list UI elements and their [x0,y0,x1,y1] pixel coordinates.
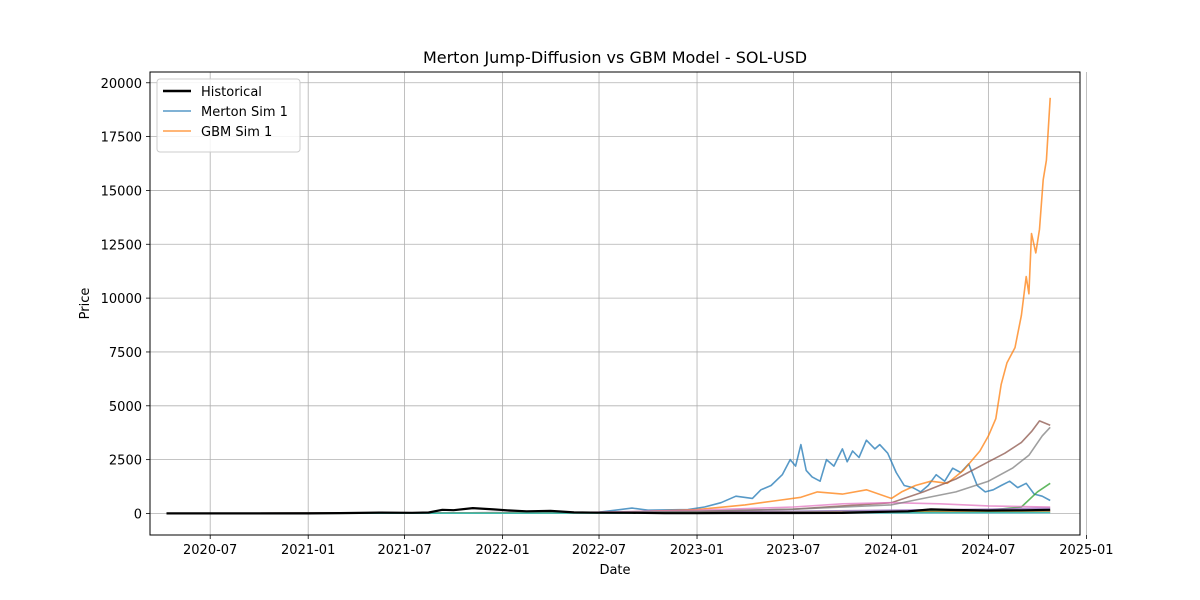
series-line-0 [166,507,1051,515]
x-tick-label: 2024-07 [961,543,1015,558]
y-tick-label: 0 [134,507,142,522]
legend: Historical Merton Sim 1 GBM Sim 1 [156,78,301,153]
series-layer [166,97,1051,515]
y-axis-label: Price [78,288,93,320]
series-line-3 [166,482,1051,515]
x-axis-label: Date [599,563,630,578]
x-tick-label: 2023-01 [670,543,724,558]
y-tick-label: 12500 [101,238,142,253]
y-tick-label: 15000 [101,184,142,199]
series-line-2 [166,97,1051,515]
x-tick-label: 2021-07 [377,543,431,558]
y-tick-label: 2500 [109,454,142,469]
x-tick-label: 2022-07 [572,543,626,558]
legend-label: GBM Sim 1 [201,125,272,140]
legend-label: Historical [201,85,262,100]
y-tick-label: 10000 [101,292,142,307]
series-line-8 [166,426,1051,515]
x-tick-label: 2021-01 [281,543,335,558]
y-tick-label: 5000 [109,400,142,415]
y-axis: 0 2500 5000 7500 10000 12500 15000 17500 20000 [101,77,150,522]
plot-frame [149,71,1081,536]
x-tick-label: 2023-07 [766,543,820,558]
legend-label: Merton Sim 1 [201,105,288,120]
x-tick-label: 2022-01 [475,543,529,558]
x-tick-label: 2025-01 [1059,543,1113,558]
y-tick-label: 7500 [109,346,142,361]
x-tick-label: 2020-07 [183,543,237,558]
chart-title: Merton Jump-Diffusion vs GBM Model - SOL… [423,48,807,67]
x-tick-label: 2024-01 [864,543,918,558]
x-axis: 2020-07 2021-01 2021-07 2022-01 2022-07 2023-… [183,535,1114,558]
y-tick-label: 20000 [101,77,142,92]
legend-box [156,78,301,153]
series-line-1 [166,439,1051,515]
y-tick-label: 17500 [101,131,142,146]
